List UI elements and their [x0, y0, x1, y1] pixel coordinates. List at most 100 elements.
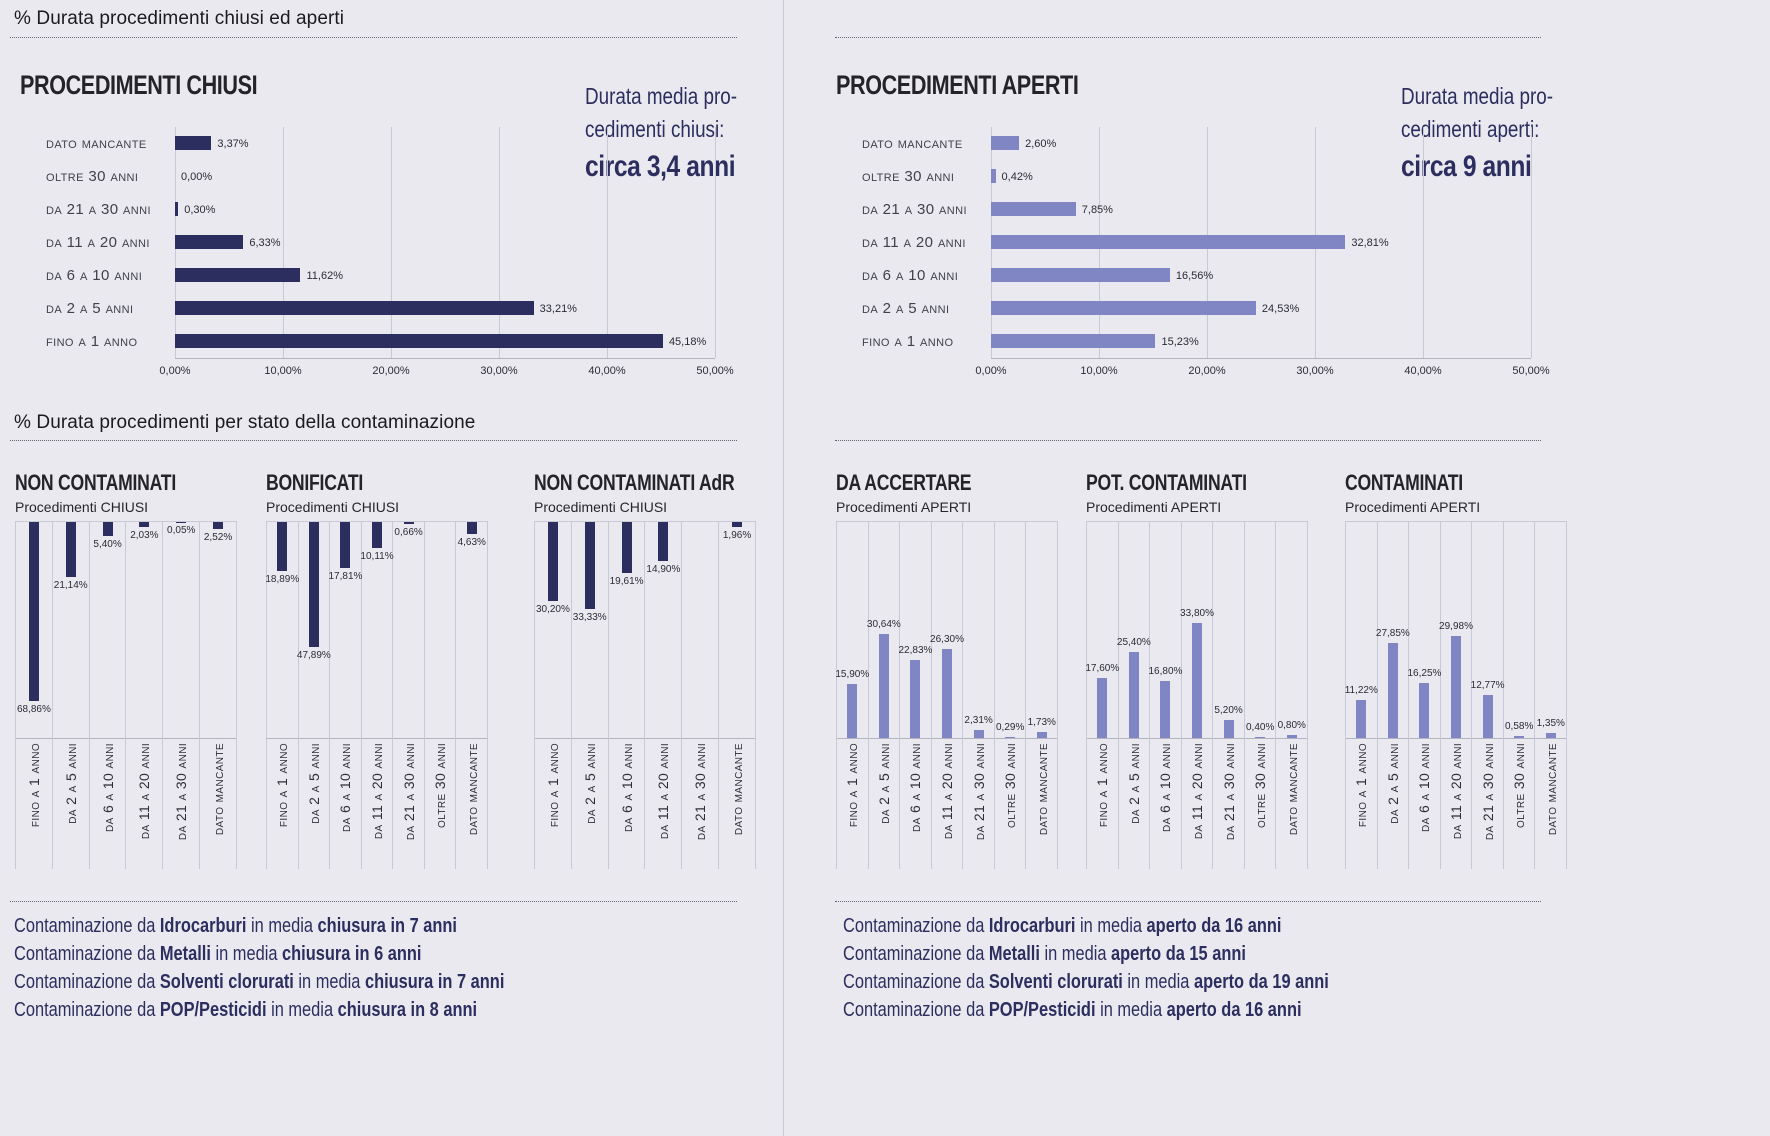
- bar-value-label: 0,29%: [995, 722, 1025, 734]
- note-prefix: Contaminazione da: [14, 971, 160, 993]
- chart-column: 1,96% DATO MANCANTE: [718, 522, 755, 869]
- dotted-rule: [10, 37, 737, 38]
- bar-value-label: 2,60%: [1025, 138, 1057, 150]
- bar-row: 24,53%: [991, 292, 1531, 325]
- column-category: DA 21 A 30 ANNI: [1213, 739, 1244, 869]
- note-middle: in media: [210, 943, 283, 965]
- category-label: DA 2 A 5 ANNI: [46, 300, 134, 317]
- dotted-rule: [835, 37, 1541, 38]
- gridline: [283, 127, 284, 358]
- column-plot: 22,83%: [898, 522, 933, 739]
- axis-tick-label: 30,00%: [1296, 365, 1334, 377]
- panel-bonificati: BONIFICATI Procedimenti CHIUSI 18,89% FIN…: [265, 470, 488, 869]
- bar-value-label: 11,62%: [306, 270, 343, 282]
- bar-value-label: 19,61%: [609, 575, 644, 587]
- panel-da-accertare: DA ACCERTARE Procedimenti APERTI 15,90% F…: [835, 470, 1058, 869]
- column-plot: 27,85%: [1376, 522, 1410, 739]
- bar-value-label: 14,90%: [646, 563, 681, 575]
- category-label: DA 6 A 10 ANNI: [337, 743, 354, 832]
- gridline: [1531, 127, 1532, 358]
- category-label: DA 2 A 5 ANNI: [581, 743, 598, 824]
- column-category: OLTRE 30 ANNI: [995, 739, 1026, 869]
- column-category: DA 11 A 20 ANNI: [126, 739, 162, 869]
- category-label: DATO MANCANTE: [862, 135, 963, 152]
- category-label: FINO A 1 ANNO: [862, 333, 954, 350]
- column-plot: 33,80%: [1180, 522, 1214, 739]
- bar: [175, 136, 212, 150]
- annotation-text: Durata media pro-: [585, 83, 737, 109]
- column-category: DA 2 A 5 ANNI: [53, 739, 89, 869]
- bar-row: 2,60%: [991, 127, 1531, 160]
- bar-value-label: 32,81%: [1351, 237, 1389, 249]
- note-middle: in media: [1075, 915, 1147, 937]
- bar-value-label: 0,66%: [394, 526, 423, 538]
- bar: [1097, 678, 1108, 738]
- bar: [1387, 643, 1398, 738]
- note-middle: in media: [1122, 971, 1194, 993]
- bar-value-label: 33,33%: [572, 611, 607, 623]
- bar-row: 32,81%: [991, 226, 1531, 259]
- note-middle: in media: [1095, 999, 1167, 1021]
- chart-column: 2,52% DATO MANCANTE: [199, 522, 236, 869]
- column-plot: 0,80%: [1276, 522, 1308, 739]
- note-line: Contaminazione da POP/Pesticidi in media…: [14, 996, 504, 1024]
- axis-tick-label: 40,00%: [1404, 365, 1442, 377]
- bar-value-label: 22,83%: [898, 645, 933, 657]
- chart-title: BONIFICATI: [266, 470, 363, 495]
- bar-value-label: 33,21%: [539, 303, 577, 315]
- category-label: OLTRE 30 ANNI: [1511, 743, 1528, 829]
- note-result: aperto da 16 anni: [1146, 915, 1282, 937]
- bar: [991, 202, 1076, 216]
- column-category: DA 21 A 30 ANNI: [163, 739, 199, 869]
- bar-row: 45,18%: [175, 325, 715, 358]
- note-result: chiusura in 7 anni: [364, 971, 505, 993]
- category-label: DA 11 A 20 ANNI: [939, 743, 956, 840]
- bar-value-label: 47,89%: [296, 649, 331, 661]
- bar-row: 15,23%: [991, 325, 1531, 358]
- bar: [175, 202, 179, 216]
- bar: [1514, 736, 1525, 738]
- bar: [1286, 735, 1297, 738]
- chart-column: OLTRE 30 ANNI: [423, 522, 456, 869]
- bar-row: 0,00%: [175, 160, 715, 193]
- panel-pot-contaminati: POT. CONTAMINATI Procedimenti APERTI 17,…: [1085, 470, 1308, 869]
- chart-column: 12,77% DA 21 A 30 ANNI: [1471, 522, 1505, 869]
- category-label: DA 6 A 10 ANNI: [1416, 743, 1433, 832]
- chart-column: 16,25% DA 6 A 10 ANNI: [1407, 522, 1442, 869]
- category-label: DA 21 A 30 ANNI: [1479, 743, 1496, 841]
- chart-column: 16,80% DA 6 A 10 ANNI: [1148, 522, 1182, 869]
- bar: [1036, 732, 1047, 738]
- column-plot: 30,64%: [867, 522, 901, 739]
- bar-value-label: 1,73%: [1027, 717, 1056, 729]
- column-plot: 10,11%: [360, 522, 394, 739]
- note-line: Contaminazione da Metalli in media apert…: [843, 940, 1329, 968]
- bar: [991, 235, 1346, 249]
- chart-column: 0,05% DA 21 A 30 ANNI: [162, 522, 200, 869]
- plot-area: 3,37% 0,00% 0,30% 6,33% 11,62% 33,21% 45,18% 0,…: [159, 127, 734, 389]
- vertical-divider: [783, 0, 784, 1136]
- note-middle: in media: [266, 999, 338, 1021]
- note-result: aperto da 15 anni: [1111, 943, 1246, 965]
- note-prefix: Contaminazione da: [14, 915, 160, 937]
- bar-value-label: 0,42%: [1001, 171, 1033, 183]
- chart-column: 22,83% DA 6 A 10 ANNI: [898, 522, 933, 869]
- axis-tick-label: 30,00%: [480, 365, 518, 377]
- bar-row: 11,62%: [175, 259, 715, 292]
- column-category: DA 2 A 5 ANNI: [1119, 739, 1150, 869]
- bar: [991, 334, 1156, 348]
- column-category: OLTRE 30 ANNI: [425, 739, 456, 869]
- bar: [102, 522, 113, 537]
- category-label: DA 11 A 20 ANNI: [862, 234, 966, 251]
- bar: [139, 522, 150, 528]
- category-label: FINO A 1 ANNO: [1094, 743, 1111, 828]
- bar-value-label: 16,25%: [1407, 667, 1442, 679]
- column-plot: 30,20%: [535, 522, 571, 739]
- panel-contaminati: CONTAMINATI Procedimenti APERTI 11,22% FI…: [1345, 470, 1567, 869]
- note-prefix: Contaminazione da: [843, 971, 989, 993]
- column-category: DA 11 A 20 ANNI: [932, 739, 963, 869]
- column-plot: 2,31%: [963, 522, 994, 739]
- bar: [991, 169, 996, 183]
- bar: [1255, 736, 1266, 738]
- chart-column: 1,35% DATO MANCANTE: [1534, 522, 1567, 869]
- bar-value-label: 5,20%: [1214, 705, 1243, 717]
